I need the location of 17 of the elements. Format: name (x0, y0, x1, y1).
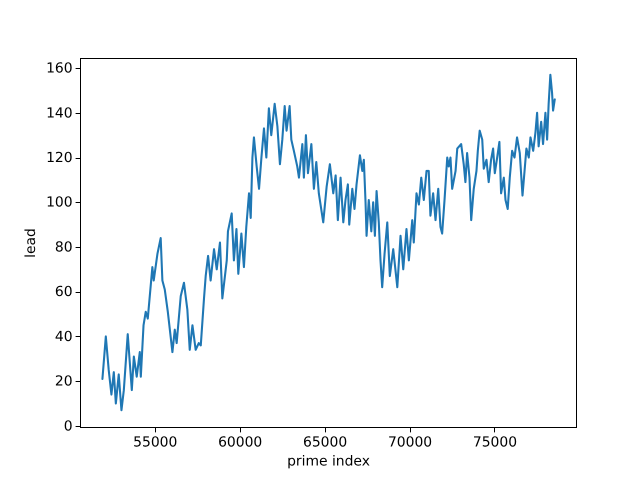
y-tick-label: 100 (46, 194, 73, 211)
y-tick-label: 20 (54, 374, 73, 390)
y-tick-label: 60 (54, 284, 73, 300)
y-tick-label: 40 (54, 328, 73, 345)
x-tick-label: 55000 (133, 434, 178, 450)
x-tick-label: 60000 (218, 434, 262, 450)
x-tick-label: 70000 (388, 434, 432, 450)
y-tick-label: 0 (64, 418, 73, 434)
x-tick-label: 65000 (303, 434, 348, 450)
y-tick-label: 80 (54, 239, 73, 256)
y-axis-title: lead (23, 228, 40, 258)
y-tick-label: 140 (46, 105, 73, 122)
x-tick-label: 75000 (472, 434, 518, 450)
x-axis-title: prime index (287, 453, 370, 470)
y-tick-label: 160 (46, 60, 73, 77)
line-series (101, 74, 556, 412)
y-tick-label: 120 (46, 150, 73, 166)
